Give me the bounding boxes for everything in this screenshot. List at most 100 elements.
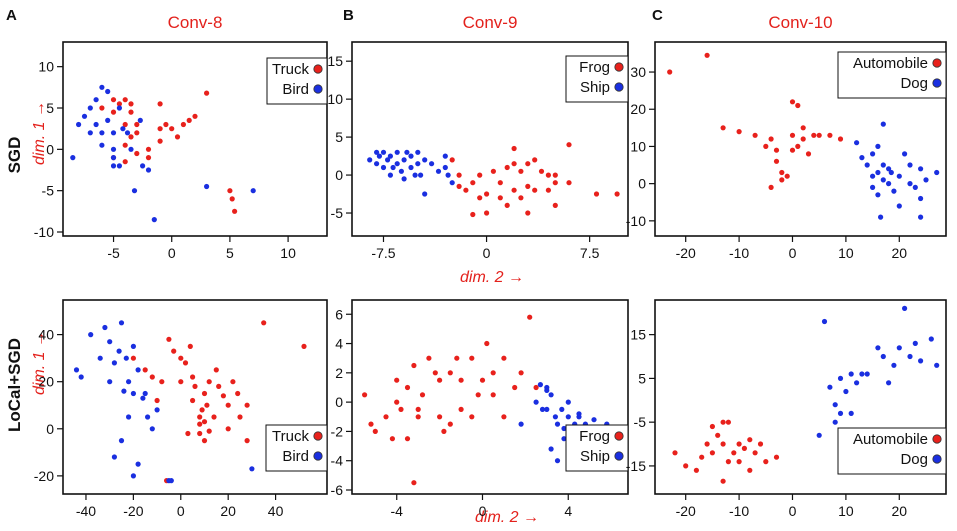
point-frog: [484, 340, 490, 347]
point-truck: [110, 97, 117, 103]
point-dog: [875, 192, 881, 198]
point-dog: [918, 195, 924, 202]
point-truck: [157, 126, 163, 132]
point-truck: [169, 126, 175, 132]
point-automobile: [837, 136, 844, 142]
point-bird: [168, 478, 174, 484]
point-frog: [437, 414, 443, 420]
point-frog: [404, 436, 411, 442]
panel-letter-b: B: [343, 7, 354, 24]
point-truck: [216, 383, 222, 389]
y-tick-label: 30: [630, 64, 646, 80]
point-truck: [110, 109, 117, 115]
y-tick-label: -5: [634, 414, 647, 430]
point-automobile: [789, 147, 796, 153]
point-frog: [532, 157, 538, 163]
y-tick-label: -5: [331, 205, 344, 221]
x-tick-label: 0: [479, 503, 487, 519]
legend-label: Ship: [580, 79, 610, 96]
point-frog: [475, 392, 481, 398]
scatter-panel-conv8-sgd: Conv-8 -5 0 5 10 -10 -5 0 5 10 Truck Bird: [34, 13, 328, 261]
point-frog: [614, 191, 620, 197]
point-dog: [886, 166, 892, 172]
point-dog: [880, 177, 886, 183]
legend-marker: [932, 58, 942, 68]
point-bird: [249, 466, 255, 472]
point-truck: [244, 402, 250, 408]
point-bird: [111, 454, 117, 460]
point-bird: [97, 355, 103, 361]
x-tick-label: 20: [220, 503, 236, 519]
point-automobile: [795, 143, 801, 149]
point-frog: [463, 187, 469, 193]
point-dog: [859, 371, 865, 377]
point-automobile: [747, 437, 753, 443]
point-ship: [408, 153, 414, 159]
series-frog: [362, 314, 539, 486]
y-tick-label: -10: [626, 213, 646, 229]
point-bird: [151, 217, 157, 223]
y-tick-label: 5: [638, 370, 646, 386]
point-dog: [821, 318, 828, 325]
point-bird: [250, 188, 256, 194]
point-frog: [511, 161, 517, 167]
point-ship: [429, 161, 435, 167]
point-bird: [123, 355, 129, 361]
point-truck: [145, 155, 152, 161]
legend-marker: [614, 82, 624, 92]
point-automobile: [672, 450, 678, 456]
point-ship: [537, 382, 544, 388]
point-automobile: [773, 158, 780, 164]
point-ship: [387, 172, 393, 178]
legend-label: Truck: [272, 428, 309, 445]
point-truck: [197, 430, 203, 437]
legend-marker: [614, 431, 624, 441]
point-automobile: [768, 184, 774, 190]
point-truck: [197, 414, 203, 420]
point-dog: [843, 388, 849, 395]
point-frog: [532, 187, 538, 193]
point-bird: [126, 414, 132, 420]
point-frog: [477, 172, 483, 178]
point-automobile: [784, 173, 790, 179]
point-frog: [552, 202, 558, 208]
point-frog: [497, 195, 503, 201]
legend-box: [837, 427, 947, 475]
point-bird: [126, 379, 132, 385]
point-truck: [180, 121, 186, 128]
point-ship: [412, 172, 418, 178]
point-frog: [511, 187, 517, 193]
y-tick-label: 6: [335, 306, 343, 322]
y-tick-label: -4: [331, 453, 344, 469]
series-bird: [70, 84, 256, 223]
x-tick-label: -7.5: [371, 245, 395, 261]
point-automobile: [709, 423, 716, 430]
point-dog: [912, 184, 918, 190]
point-automobile: [779, 177, 785, 183]
point-frog: [441, 428, 447, 434]
legend-marker: [313, 84, 323, 94]
point-bird: [130, 390, 136, 397]
point-automobile: [811, 132, 817, 138]
point-ship: [539, 406, 546, 412]
point-truck: [190, 397, 196, 404]
point-automobile: [795, 102, 801, 109]
point-automobile: [773, 147, 780, 153]
point-dog: [896, 203, 902, 209]
point-automobile: [720, 125, 726, 131]
point-truck: [225, 426, 231, 432]
point-frog: [484, 210, 490, 216]
point-frog: [437, 377, 443, 383]
legend: Truck Bird: [266, 57, 328, 105]
legend-marker: [614, 451, 624, 461]
point-dog: [907, 353, 913, 360]
point-bird: [120, 126, 126, 132]
series-truck: [99, 80, 320, 214]
point-dog: [923, 177, 929, 183]
point-truck: [206, 379, 212, 385]
point-ship: [533, 399, 539, 405]
point-dog: [934, 362, 940, 368]
point-automobile: [720, 478, 726, 484]
y-tick-label: 2: [335, 365, 343, 381]
point-frog: [527, 314, 533, 320]
